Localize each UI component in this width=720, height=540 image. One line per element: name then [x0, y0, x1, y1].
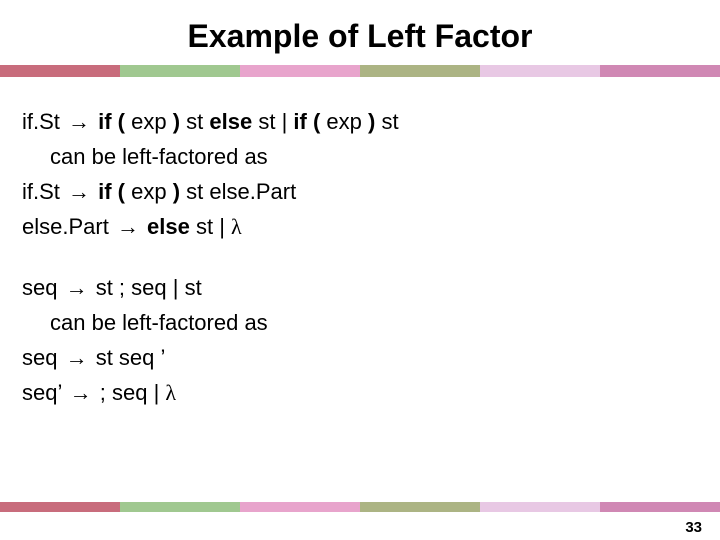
lambda-icon: λ	[165, 380, 176, 405]
txt: seq’	[22, 380, 68, 405]
bottom-stripe	[0, 502, 720, 512]
b1-line4: else.Part → else st | λ	[22, 210, 698, 243]
b2-line4: seq’ → ; seq | λ	[22, 376, 698, 409]
txt: seq	[22, 345, 64, 370]
stripe-seg-4	[360, 65, 480, 77]
page-number: 33	[685, 519, 702, 536]
stripe-seg-3	[240, 502, 360, 512]
slide: Example of Left Factor if.St → if ( exp …	[0, 0, 720, 540]
lambda-icon: λ	[231, 214, 242, 239]
txt: st |	[196, 214, 231, 239]
txt: st |	[258, 109, 287, 134]
stripe-seg-6	[600, 502, 720, 512]
txt: st seq ’	[90, 345, 166, 370]
stripe-seg-4	[360, 502, 480, 512]
arrow-icon: →	[115, 214, 141, 239]
txt-bold: )	[362, 109, 382, 134]
txt: st ; seq | st	[90, 275, 202, 300]
txt-bold: if (	[92, 179, 131, 204]
arrow-icon: →	[66, 179, 92, 204]
stripe-seg-1	[0, 502, 120, 512]
arrow-icon: →	[68, 380, 94, 405]
txt: exp	[131, 179, 166, 204]
txt-bold: else	[203, 109, 258, 134]
b1-line2: can be left-factored as	[22, 140, 698, 173]
txt: st	[381, 109, 398, 134]
slide-title: Example of Left Factor	[0, 0, 720, 65]
stripe-seg-6	[600, 65, 720, 77]
txt-bold: if (	[287, 109, 326, 134]
txt-bold: else	[141, 214, 196, 239]
stripe-seg-5	[480, 502, 600, 512]
b1-line3: if.St → if ( exp ) st else.Part	[22, 175, 698, 208]
b2-line2: can be left-factored as	[22, 306, 698, 339]
txt: if.St	[22, 179, 66, 204]
txt-bold: )	[167, 179, 187, 204]
txt: exp	[326, 109, 361, 134]
txt: else.Part	[22, 214, 115, 239]
stripe-seg-3	[240, 65, 360, 77]
txt: ; seq |	[94, 380, 166, 405]
block2: seq → st ; seq | st can be left-factored…	[22, 271, 698, 409]
txt: seq	[22, 275, 64, 300]
arrow-icon: →	[64, 345, 90, 370]
stripe-seg-2	[120, 65, 240, 77]
txt-bold: )	[167, 109, 187, 134]
txt: if.St	[22, 109, 66, 134]
content: if.St → if ( exp ) st else st | if ( exp…	[0, 77, 720, 409]
b1-line1: if.St → if ( exp ) st else st | if ( exp…	[22, 105, 698, 138]
b2-line3: seq → st seq ’	[22, 341, 698, 374]
stripe-seg-5	[480, 65, 600, 77]
arrow-icon: →	[64, 275, 90, 300]
txt: exp	[131, 109, 166, 134]
stripe-seg-2	[120, 502, 240, 512]
txt-bold: if (	[92, 109, 131, 134]
txt: st else.Part	[186, 179, 296, 204]
b2-line1: seq → st ; seq | st	[22, 271, 698, 304]
top-stripe	[0, 65, 720, 77]
arrow-icon: →	[66, 109, 92, 134]
txt: st	[186, 109, 203, 134]
stripe-seg-1	[0, 65, 120, 77]
